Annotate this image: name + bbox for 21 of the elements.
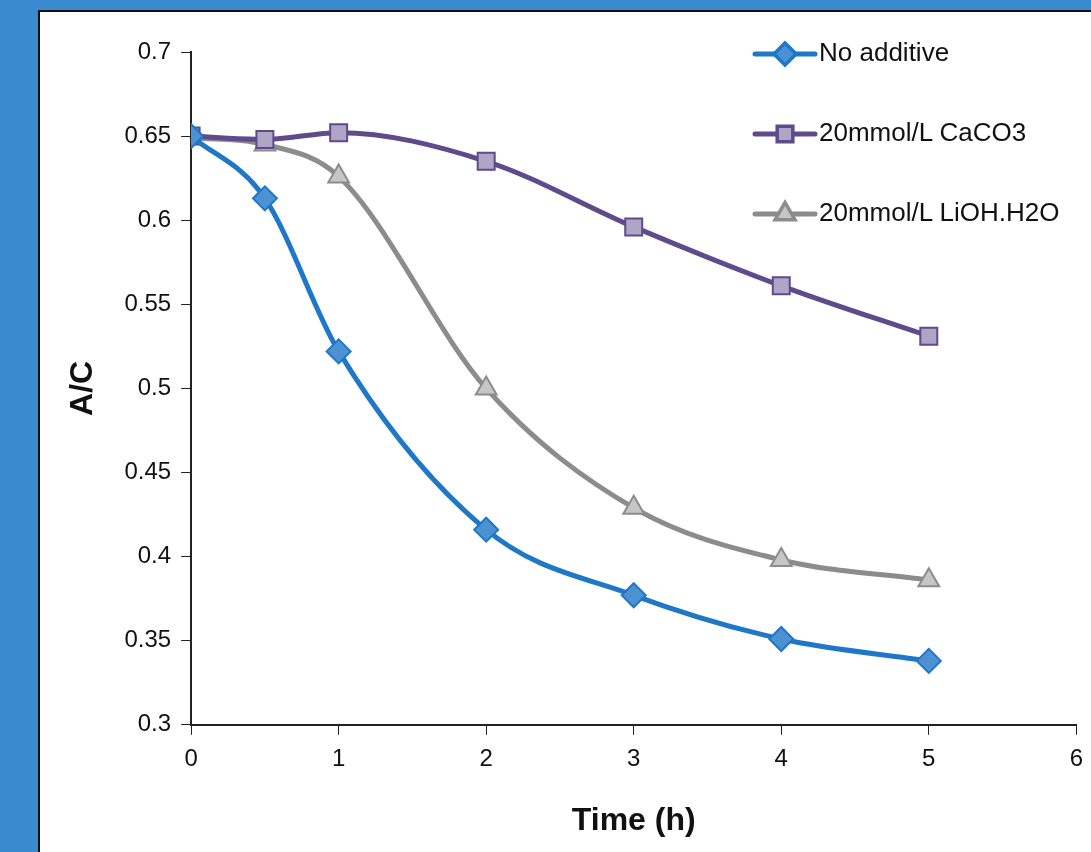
legend-label: 20mmol/L CaCO3 xyxy=(819,117,1027,148)
legend-label: 20mmol/L LiOH.H2O xyxy=(819,197,1060,228)
y-tick-label: 0.45 xyxy=(124,457,172,485)
y-tick-label: 0.35 xyxy=(124,625,172,653)
y-tick-label: 0.65 xyxy=(124,120,172,148)
y-axis-title: A/C xyxy=(63,360,100,416)
x-tick-label: 0 xyxy=(184,743,198,771)
y-tick-label: 0.6 xyxy=(137,204,172,232)
x-tick-label: 4 xyxy=(774,743,788,771)
y-tick-label: 0.7 xyxy=(137,36,172,64)
x-tick-label: 5 xyxy=(922,743,936,771)
x-axis-title: Time (h) xyxy=(571,800,696,837)
x-tick-label: 1 xyxy=(331,743,346,771)
y-tick-label: 0.4 xyxy=(137,541,172,569)
x-tick-label: 3 xyxy=(627,743,641,771)
x-tick-label: 2 xyxy=(479,743,493,771)
y-tick-label: 0.5 xyxy=(137,373,172,401)
y-tick-label: 0.3 xyxy=(137,709,172,737)
x-tick-label: 6 xyxy=(1069,743,1084,771)
y-tick-label: 0.55 xyxy=(124,288,172,316)
legend-label: No additive xyxy=(819,37,950,68)
